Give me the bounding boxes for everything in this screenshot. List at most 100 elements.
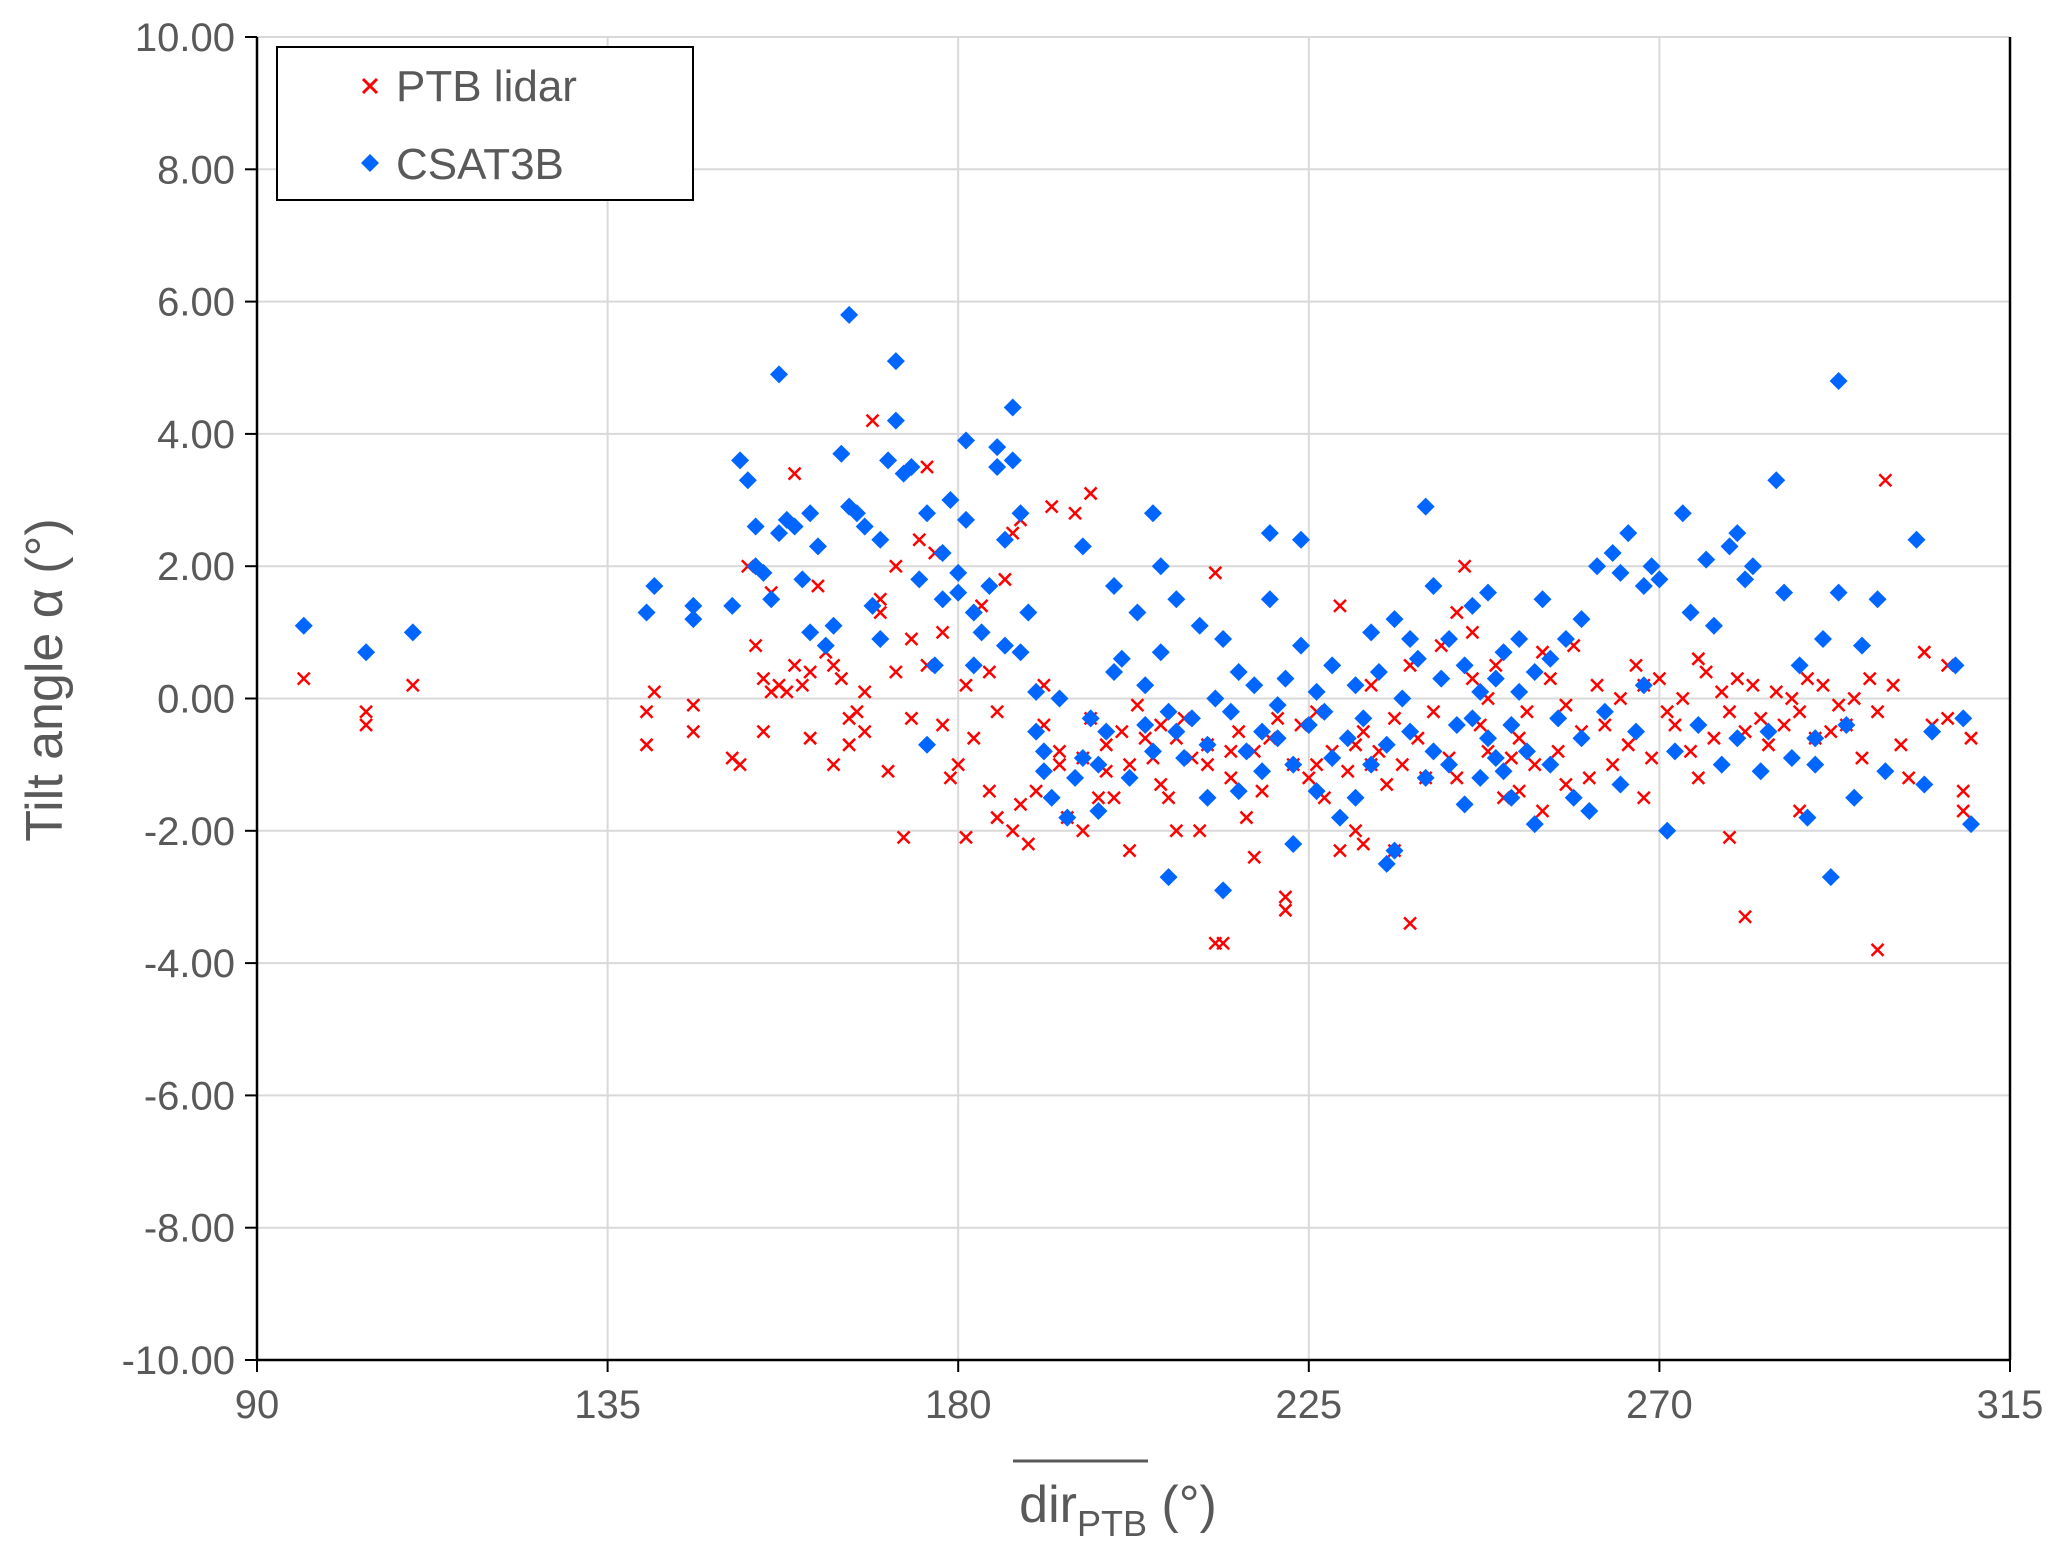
point-ptb-lidar-stroke xyxy=(756,671,771,686)
point-ptb-lidar-stroke xyxy=(1169,823,1184,838)
point-ptb-lidar xyxy=(1613,691,1628,706)
point-csat3b xyxy=(1876,762,1895,781)
point-csat3b xyxy=(1019,603,1038,622)
point-ptb-lidar xyxy=(1122,757,1137,772)
x-axis-title-subscript: PTB xyxy=(1077,1503,1147,1544)
point-csat3b xyxy=(1073,749,1092,768)
point-ptb-lidar xyxy=(1068,506,1082,521)
x-tick-label: 135 xyxy=(574,1383,641,1427)
point-csat3b xyxy=(1424,742,1443,761)
point-ptb-lidar xyxy=(1255,784,1269,798)
point-csat3b xyxy=(1112,649,1131,668)
point-csat3b xyxy=(1572,610,1591,629)
point-csat3b xyxy=(1159,868,1178,887)
point-csat3b xyxy=(949,583,968,602)
point-ptb-lidar-stroke xyxy=(1317,790,1332,805)
point-ptb-lidar-stroke xyxy=(1348,823,1363,838)
point-ptb-lidar-stroke xyxy=(1091,790,1106,805)
point-ptb-lidar-stroke xyxy=(359,704,373,719)
point-ptb-lidar-stroke xyxy=(1395,757,1410,772)
point-csat3b xyxy=(1455,656,1474,675)
point-csat3b xyxy=(1089,755,1108,774)
point-ptb-lidar xyxy=(1013,797,1028,812)
point-csat3b xyxy=(1268,729,1287,748)
point-csat3b xyxy=(1323,656,1342,675)
point-csat3b xyxy=(1089,801,1108,820)
y-tick-label: -6.00 xyxy=(144,1074,235,1118)
point-ptb-lidar xyxy=(1278,890,1293,904)
point-csat3b xyxy=(1673,504,1692,523)
point-csat3b xyxy=(1136,676,1155,695)
point-ptb-lidar xyxy=(1333,599,1347,613)
point-ptb-lidar xyxy=(1559,777,1573,792)
point-csat3b xyxy=(808,537,827,556)
point-ptb-lidar xyxy=(1784,691,1799,706)
point-csat3b xyxy=(1494,643,1513,662)
point-csat3b xyxy=(1073,537,1092,556)
point-ptb-lidar xyxy=(639,704,654,719)
point-ptb-lidar-stroke xyxy=(873,605,888,620)
point-ptb-lidar xyxy=(1216,936,1230,951)
point-csat3b xyxy=(1385,841,1404,860)
legend-marker-csat3b xyxy=(361,154,379,172)
point-csat3b xyxy=(1728,524,1747,543)
point-csat3b xyxy=(1806,755,1825,774)
point-ptb-lidar xyxy=(1605,757,1620,772)
point-ptb-lidar xyxy=(1130,698,1145,712)
point-ptb-lidar xyxy=(1535,804,1550,818)
point-csat3b xyxy=(1852,636,1871,655)
point-ptb-lidar-stroke xyxy=(1481,691,1495,706)
point-ptb-lidar-stroke xyxy=(1021,837,1036,851)
point-ptb-lidar xyxy=(904,632,919,646)
point-ptb-lidar-stroke xyxy=(1247,850,1262,865)
point-csat3b xyxy=(1393,689,1412,708)
point-ptb-lidar-stroke xyxy=(1652,671,1667,686)
point-csat3b xyxy=(918,735,937,754)
point-ptb-lidar-stroke xyxy=(920,460,934,474)
point-csat3b xyxy=(1120,768,1139,787)
point-ptb-lidar-stroke xyxy=(1512,731,1527,746)
point-ptb-lidar-stroke xyxy=(1192,823,1207,838)
point-ptb-lidar xyxy=(826,757,841,772)
point-ptb-lidar xyxy=(1621,737,1636,752)
point-csat3b xyxy=(1829,583,1848,602)
point-csat3b xyxy=(1697,550,1716,569)
point-ptb-lidar xyxy=(998,572,1012,587)
point-ptb-lidar-stroke xyxy=(1870,942,1885,957)
point-ptb-lidar-stroke xyxy=(1683,744,1698,759)
point-csat3b xyxy=(1541,755,1560,774)
point-csat3b xyxy=(941,491,960,510)
point-ptb-lidar xyxy=(1465,625,1480,640)
point-ptb-lidar-stroke xyxy=(1707,731,1721,746)
point-ptb-lidar-stroke xyxy=(1208,565,1223,580)
x-tick-label: 225 xyxy=(1275,1383,1342,1427)
point-csat3b xyxy=(855,517,874,536)
point-ptb-lidar-stroke xyxy=(1691,770,1706,785)
legend: PTB lidar CSAT3B xyxy=(276,46,694,201)
data-points xyxy=(294,305,1981,957)
point-ptb-lidar xyxy=(943,770,958,785)
point-ptb-lidar xyxy=(1660,704,1675,719)
point-ptb-lidar-stroke xyxy=(1130,698,1145,712)
point-ptb-lidar xyxy=(1192,823,1207,838)
point-csat3b xyxy=(1580,801,1599,820)
point-ptb-lidar-stroke xyxy=(1870,704,1885,719)
point-ptb-lidar-stroke xyxy=(1644,751,1659,765)
point-csat3b xyxy=(871,629,890,648)
point-ptb-lidar-stroke xyxy=(857,724,872,739)
point-ptb-lidar-stroke xyxy=(1761,737,1776,752)
point-ptb-lidar-stroke xyxy=(1270,711,1285,726)
point-csat3b xyxy=(816,636,835,655)
point-csat3b xyxy=(1767,471,1786,490)
point-csat3b xyxy=(1284,835,1303,854)
point-ptb-lidar xyxy=(1107,790,1121,805)
y-tick-label: 4.00 xyxy=(157,413,235,457)
point-ptb-lidar xyxy=(959,830,973,845)
point-ptb-lidar-stroke xyxy=(1527,757,1542,772)
point-ptb-lidar xyxy=(982,665,997,679)
point-csat3b xyxy=(1034,762,1053,781)
point-ptb-lidar xyxy=(686,724,701,739)
point-ptb-lidar-stroke xyxy=(943,770,958,785)
point-ptb-lidar-stroke xyxy=(1629,658,1643,673)
point-csat3b xyxy=(1042,788,1061,807)
